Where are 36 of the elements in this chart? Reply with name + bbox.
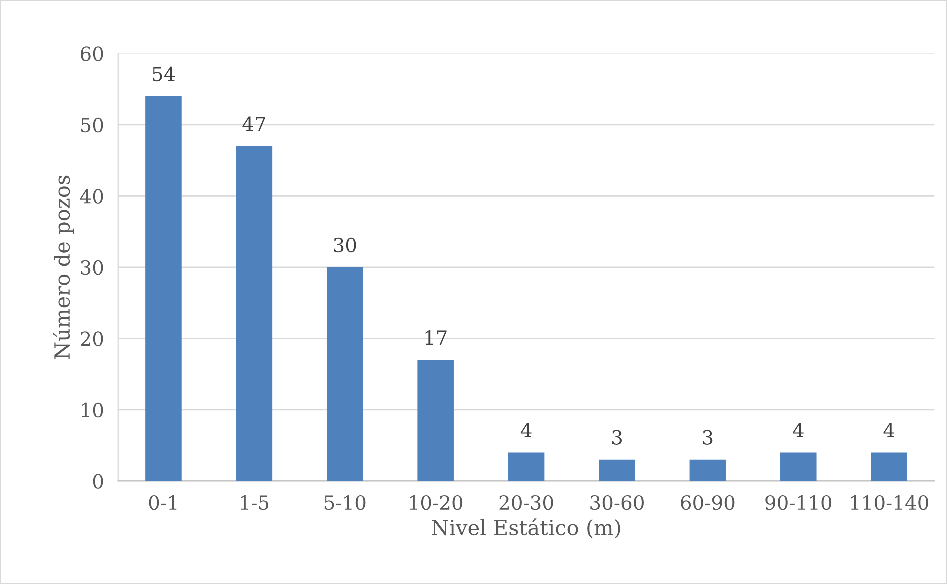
data-label: 30 <box>334 238 356 253</box>
bar <box>690 460 726 482</box>
bar <box>599 460 636 482</box>
y-tick-label: 10 <box>82 402 104 418</box>
x-tick-label: 20-30 <box>500 495 554 510</box>
x-tick-label: 90-110 <box>766 495 832 510</box>
x-tick-label: 30-60 <box>590 495 644 510</box>
data-label: 4 <box>793 423 804 438</box>
y-tick-label: 0 <box>93 474 104 489</box>
data-label: 4 <box>520 423 532 438</box>
y-tick-label: 20 <box>81 332 104 346</box>
y-tick-label: 50 <box>81 118 104 133</box>
bar <box>780 452 817 482</box>
data-label: 17 <box>426 330 447 345</box>
x-tick-label: 5-10 <box>324 495 366 510</box>
x-tick-label: 60-90 <box>681 495 735 510</box>
data-label: 47 <box>242 116 266 132</box>
y-tick-label: 60 <box>81 46 104 62</box>
bar <box>236 146 273 482</box>
x-tick-label: 110-140 <box>851 495 928 510</box>
y-axis-title: Número de pozos <box>53 176 74 360</box>
data-label: 3 <box>612 430 622 445</box>
y-tick-label: 30 <box>81 260 104 276</box>
x-tick-label: 1-5 <box>241 495 269 510</box>
x-tick-label: 10-20 <box>410 495 463 510</box>
data-label: 3 <box>703 430 713 445</box>
x-tick-label: 0-1 <box>149 495 177 510</box>
bar <box>418 360 454 482</box>
bar <box>871 452 908 482</box>
bar <box>326 267 364 482</box>
bar <box>508 452 545 482</box>
bar <box>146 96 182 482</box>
y-tick-label: 40 <box>80 189 104 204</box>
data-label: 4 <box>884 423 895 438</box>
x-axis-title: Nivel Estático (m) <box>432 518 620 539</box>
data-label: 54 <box>153 66 176 82</box>
